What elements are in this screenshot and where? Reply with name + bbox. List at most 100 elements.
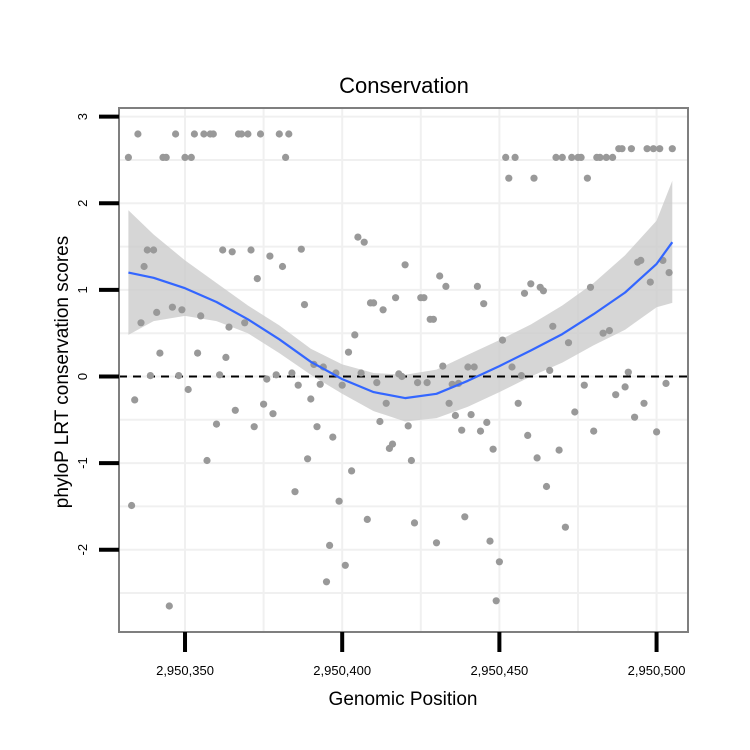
data-point bbox=[511, 153, 519, 161]
data-point bbox=[209, 130, 217, 138]
data-point bbox=[143, 246, 151, 254]
data-point bbox=[555, 446, 563, 454]
data-point bbox=[263, 375, 271, 383]
data-point bbox=[568, 153, 576, 161]
data-point bbox=[467, 411, 475, 419]
data-point bbox=[631, 413, 639, 421]
data-point bbox=[168, 303, 176, 311]
data-point bbox=[602, 153, 610, 161]
y-axis-label: phyloP LRT conservation scores bbox=[52, 236, 73, 509]
data-point bbox=[326, 541, 334, 550]
data-point bbox=[228, 248, 236, 256]
data-point bbox=[134, 130, 142, 138]
data-point bbox=[583, 174, 592, 182]
data-point bbox=[495, 558, 503, 566]
x-tick-label: 2,950,500 bbox=[628, 663, 686, 678]
data-point bbox=[646, 278, 654, 286]
data-point bbox=[329, 433, 337, 441]
data-point bbox=[178, 306, 186, 314]
data-point bbox=[165, 602, 173, 610]
data-point bbox=[322, 578, 331, 586]
data-point bbox=[549, 322, 557, 330]
data-point bbox=[473, 282, 481, 290]
data-point bbox=[404, 422, 412, 430]
data-point bbox=[401, 261, 409, 269]
data-point bbox=[341, 561, 349, 569]
plot-background bbox=[119, 108, 688, 632]
data-point bbox=[590, 427, 598, 435]
data-point bbox=[470, 363, 478, 371]
data-point bbox=[360, 238, 368, 246]
data-point bbox=[219, 246, 227, 254]
data-points bbox=[124, 130, 676, 610]
data-point bbox=[423, 379, 431, 387]
data-point bbox=[194, 349, 202, 357]
data-point bbox=[388, 440, 397, 448]
data-point bbox=[382, 399, 390, 407]
data-point bbox=[354, 233, 362, 241]
data-point bbox=[294, 381, 302, 389]
data-point bbox=[420, 294, 428, 302]
data-point bbox=[172, 130, 180, 138]
data-point bbox=[643, 145, 651, 153]
data-point bbox=[282, 153, 290, 161]
data-point bbox=[580, 381, 588, 389]
data-point bbox=[517, 372, 526, 380]
data-point bbox=[146, 372, 154, 380]
y-axis: -2 -1 0 1 2 3 bbox=[75, 113, 119, 555]
data-point bbox=[285, 130, 293, 138]
data-point bbox=[571, 408, 579, 416]
data-point bbox=[599, 329, 607, 337]
data-point bbox=[461, 513, 469, 521]
plot-panel bbox=[119, 108, 688, 632]
data-point bbox=[162, 153, 170, 161]
data-point bbox=[612, 391, 620, 399]
data-point bbox=[181, 153, 189, 161]
data-point bbox=[190, 130, 198, 138]
data-point bbox=[533, 454, 541, 462]
data-point bbox=[596, 153, 604, 161]
data-point bbox=[373, 379, 381, 387]
data-point bbox=[313, 423, 321, 431]
data-point bbox=[348, 467, 356, 475]
data-point bbox=[376, 417, 384, 426]
data-point bbox=[197, 312, 205, 320]
data-point bbox=[203, 456, 211, 465]
y-tick-label: 0 bbox=[75, 373, 90, 380]
data-point bbox=[212, 420, 221, 428]
data-point bbox=[637, 256, 645, 264]
data-point bbox=[379, 306, 387, 314]
data-point bbox=[150, 246, 158, 254]
data-point bbox=[627, 145, 636, 153]
data-point bbox=[344, 348, 353, 356]
data-point bbox=[577, 153, 585, 161]
data-point bbox=[256, 130, 265, 138]
x-tick-label: 2,950,450 bbox=[470, 663, 528, 678]
data-point bbox=[458, 426, 466, 434]
data-point bbox=[498, 336, 507, 344]
data-point bbox=[338, 381, 346, 389]
data-point bbox=[131, 396, 139, 404]
data-point bbox=[665, 269, 673, 277]
data-point bbox=[153, 308, 161, 316]
data-point bbox=[483, 418, 491, 426]
x-axis: 2,950,350 2,950,400 2,950,450 2,950,500 bbox=[156, 632, 685, 678]
data-point bbox=[542, 482, 551, 491]
data-point bbox=[398, 372, 406, 381]
data-point bbox=[175, 372, 183, 380]
data-point bbox=[486, 537, 494, 545]
data-point bbox=[288, 369, 296, 377]
data-point bbox=[216, 371, 224, 379]
data-point bbox=[357, 369, 365, 377]
data-point bbox=[432, 539, 441, 547]
data-point bbox=[520, 289, 529, 297]
data-point bbox=[502, 153, 510, 161]
data-point bbox=[297, 245, 305, 253]
data-point bbox=[253, 275, 261, 283]
data-point bbox=[351, 331, 359, 339]
data-point bbox=[370, 299, 378, 307]
y-tick-label: 3 bbox=[75, 113, 90, 120]
data-point bbox=[621, 383, 629, 391]
data-point bbox=[238, 130, 246, 138]
